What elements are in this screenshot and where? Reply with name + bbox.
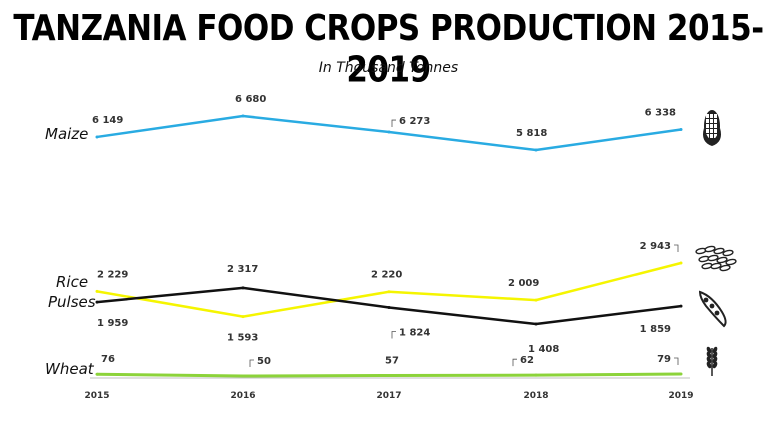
value-label-pulses-2017: 1 824: [399, 327, 430, 338]
series-label-wheat: Wheat: [45, 360, 95, 378]
series-label-pulses: Pulses: [48, 293, 96, 311]
value-label-maize-2015: 6 149: [92, 115, 123, 126]
leader-rice-2019: [674, 244, 679, 252]
point-wheat-2016: [241, 374, 245, 378]
value-label-rice-2015: 2 229: [97, 269, 128, 280]
point-pulses-2017: [387, 305, 391, 309]
value-label-wheat-2016: 50: [257, 356, 271, 367]
point-pulses-2018: [534, 322, 538, 326]
x-tick-2015: 2015: [84, 391, 109, 401]
point-maize-2016: [241, 114, 245, 118]
point-pulses-2019: [679, 304, 683, 308]
series-label-rice: Rice: [56, 273, 88, 291]
point-maize-2019: [679, 127, 683, 131]
value-label-rice-2018: 2 009: [508, 278, 539, 289]
x-tick-2019: 2019: [668, 391, 693, 401]
point-pulses-2015: [95, 300, 99, 304]
leader-wheat-2018: [512, 358, 517, 367]
corn-icon: [703, 110, 721, 146]
value-label-wheat-2019: 79: [657, 354, 671, 365]
point-rice-2018: [534, 298, 538, 302]
chart-title: TANZANIA FOOD CROPS PRODUCTION 2015-2019: [13, 8, 764, 91]
value-label-rice-2016: 1 593: [227, 333, 258, 344]
leader-maize-2017: [391, 119, 396, 128]
wheat-icon: [706, 346, 718, 376]
value-label-pulses-2018: 1 408: [528, 344, 559, 355]
point-rice-2016: [241, 315, 245, 319]
peas-icon: [698, 290, 727, 328]
value-label-rice-2019: 2 943: [640, 241, 671, 252]
point-pulses-2016: [241, 286, 245, 290]
leader-pulses-2017: [391, 331, 396, 339]
point-maize-2018: [534, 148, 538, 152]
value-label-pulses-2016: 2 317: [227, 264, 258, 275]
chart-subtitle: In Thousand Tonnes: [318, 60, 459, 76]
value-label-maize-2016: 6 680: [235, 94, 266, 105]
point-maize-2017: [387, 130, 391, 134]
value-label-wheat-2018: 62: [520, 355, 534, 366]
point-rice-2015: [95, 289, 99, 293]
point-rice-2017: [387, 290, 391, 294]
value-label-maize-2018: 5 818: [516, 128, 547, 139]
rice-icon: [695, 245, 737, 272]
point-maize-2015: [95, 135, 99, 139]
point-wheat-2017: [387, 374, 391, 378]
value-label-pulses-2019: 1 859: [640, 324, 671, 335]
value-label-maize-2017: 6 273: [399, 116, 430, 127]
x-tick-2017: 2017: [376, 391, 401, 401]
value-label-maize-2019: 6 338: [645, 107, 676, 118]
point-wheat-2015: [95, 372, 99, 376]
point-rice-2019: [679, 261, 683, 265]
point-wheat-2019: [679, 372, 683, 376]
series-label-maize: Maize: [45, 125, 88, 143]
x-tick-2016: 2016: [230, 391, 255, 401]
leader-wheat-2016: [249, 359, 254, 367]
value-label-wheat-2017: 57: [385, 356, 399, 367]
value-label-pulses-2015: 1 959: [97, 318, 128, 329]
value-label-rice-2017: 2 220: [371, 270, 402, 281]
value-label-wheat-2015: 76: [101, 354, 115, 365]
point-wheat-2018: [534, 373, 538, 377]
leader-wheat-2019: [674, 357, 679, 365]
x-tick-2018: 2018: [523, 391, 548, 401]
